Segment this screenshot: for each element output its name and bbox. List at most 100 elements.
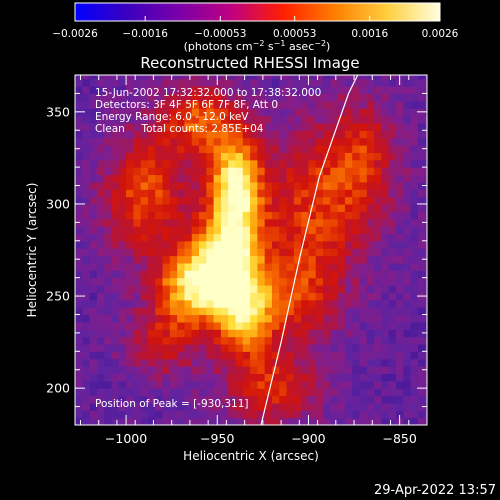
heatmap-cell bbox=[118, 86, 127, 95]
heatmap-cell bbox=[89, 78, 98, 87]
heatmap-cell bbox=[104, 299, 113, 308]
heatmap-cell bbox=[199, 189, 207, 198]
heatmap-cell bbox=[126, 314, 134, 323]
heatmap-cell bbox=[271, 351, 280, 360]
heatmap-cell bbox=[177, 226, 186, 235]
heatmap-cell bbox=[206, 218, 215, 227]
heatmap-cell bbox=[228, 388, 237, 397]
heatmap-cell bbox=[206, 108, 215, 117]
heatmap-cell bbox=[381, 115, 390, 124]
heatmap-cell bbox=[337, 122, 346, 131]
heatmap-cell bbox=[359, 122, 368, 131]
heatmap-cell bbox=[257, 226, 266, 235]
heatmap-cell bbox=[126, 402, 134, 411]
heatmap-cell bbox=[235, 108, 244, 117]
heatmap-cell bbox=[104, 167, 113, 176]
heatmap-cell bbox=[279, 248, 288, 257]
heatmap-cell bbox=[199, 388, 207, 397]
heatmap-cell bbox=[147, 233, 156, 242]
heatmap-cell bbox=[228, 336, 237, 345]
heatmap-cell bbox=[337, 277, 346, 286]
heatmap-cell bbox=[410, 167, 419, 176]
heatmap-cell bbox=[133, 240, 142, 249]
heatmap-cell bbox=[388, 277, 397, 286]
heatmap-cell bbox=[366, 108, 375, 117]
heatmap-cell bbox=[301, 277, 310, 286]
heatmap-cell bbox=[381, 380, 390, 389]
heatmap-cell bbox=[155, 137, 164, 146]
heatmap-cell bbox=[425, 86, 427, 95]
heatmap-cell bbox=[162, 240, 171, 249]
heatmap-cell bbox=[352, 373, 361, 382]
heatmap-cell bbox=[169, 321, 178, 330]
heatmap-cell bbox=[235, 402, 244, 411]
heatmap-cell bbox=[89, 167, 98, 176]
heatmap-cell bbox=[96, 307, 105, 316]
heatmap-cell bbox=[410, 248, 419, 257]
heatmap-cell bbox=[271, 343, 280, 352]
heatmap-cell bbox=[191, 137, 200, 146]
heatmap-cell bbox=[395, 137, 404, 146]
heatmap-cell bbox=[264, 115, 273, 124]
heatmap-cell bbox=[199, 329, 207, 338]
heatmap-cell bbox=[337, 174, 346, 183]
heatmap-cell bbox=[177, 233, 186, 242]
heatmap-cell bbox=[250, 86, 258, 95]
heatmap-cell bbox=[323, 248, 331, 257]
heatmap-cell bbox=[344, 75, 353, 80]
heatmap-cell bbox=[75, 100, 83, 109]
heatmap-cell bbox=[403, 233, 412, 242]
heatmap-cell bbox=[257, 130, 266, 139]
heatmap-cell bbox=[308, 189, 317, 198]
heatmap-cell bbox=[155, 358, 164, 367]
heatmap-cell bbox=[147, 402, 156, 411]
heatmap-cell bbox=[235, 388, 244, 397]
heatmap-cell bbox=[417, 277, 426, 286]
heatmap-cell bbox=[381, 358, 390, 367]
heatmap-cell bbox=[279, 351, 288, 360]
heatmap-cell bbox=[104, 240, 113, 249]
heatmap-cell bbox=[177, 366, 186, 375]
heatmap-cell bbox=[257, 277, 266, 286]
heatmap-cell bbox=[199, 100, 207, 109]
heatmap-cell bbox=[206, 226, 215, 235]
heatmap-cell bbox=[395, 248, 404, 257]
heatmap-cell bbox=[250, 189, 258, 198]
heatmap-cell bbox=[286, 395, 295, 404]
heatmap-cell bbox=[111, 75, 120, 80]
heatmap-cell bbox=[366, 137, 375, 146]
heatmap-cell bbox=[235, 137, 244, 146]
heatmap-cell bbox=[344, 86, 353, 95]
heatmap-cell bbox=[352, 159, 361, 168]
heatmap-cell bbox=[264, 366, 273, 375]
heatmap-cell bbox=[388, 299, 397, 308]
heatmap-cell bbox=[344, 108, 353, 117]
heatmap-cell bbox=[293, 174, 302, 183]
heatmap-cell bbox=[89, 358, 98, 367]
heatmap-cell bbox=[147, 100, 156, 109]
heatmap-cell bbox=[162, 152, 171, 161]
heatmap-cell bbox=[133, 410, 142, 419]
heatmap-cell bbox=[410, 292, 419, 301]
heatmap-cell bbox=[293, 181, 302, 190]
heatmap-cell bbox=[126, 358, 134, 367]
heatmap-cell bbox=[75, 248, 83, 257]
heatmap-cell bbox=[89, 211, 98, 220]
heatmap-cell bbox=[118, 100, 127, 109]
heatmap-cell bbox=[133, 351, 142, 360]
heatmap-cell bbox=[75, 78, 83, 87]
heatmap-cell bbox=[242, 329, 251, 338]
heatmap-cell bbox=[417, 307, 426, 316]
heatmap-cell bbox=[425, 100, 427, 109]
heatmap-cell bbox=[89, 410, 98, 419]
heatmap-cell bbox=[403, 255, 412, 264]
heatmap-cell bbox=[199, 93, 207, 102]
heatmap-cell bbox=[315, 262, 324, 271]
heatmap-cell bbox=[250, 203, 258, 212]
heatmap-cell bbox=[235, 262, 244, 271]
heatmap-cell bbox=[213, 100, 222, 109]
heatmap-cell bbox=[133, 203, 142, 212]
heatmap-cell bbox=[177, 122, 186, 131]
heatmap-cell bbox=[315, 410, 324, 419]
heatmap-cell bbox=[403, 329, 412, 338]
